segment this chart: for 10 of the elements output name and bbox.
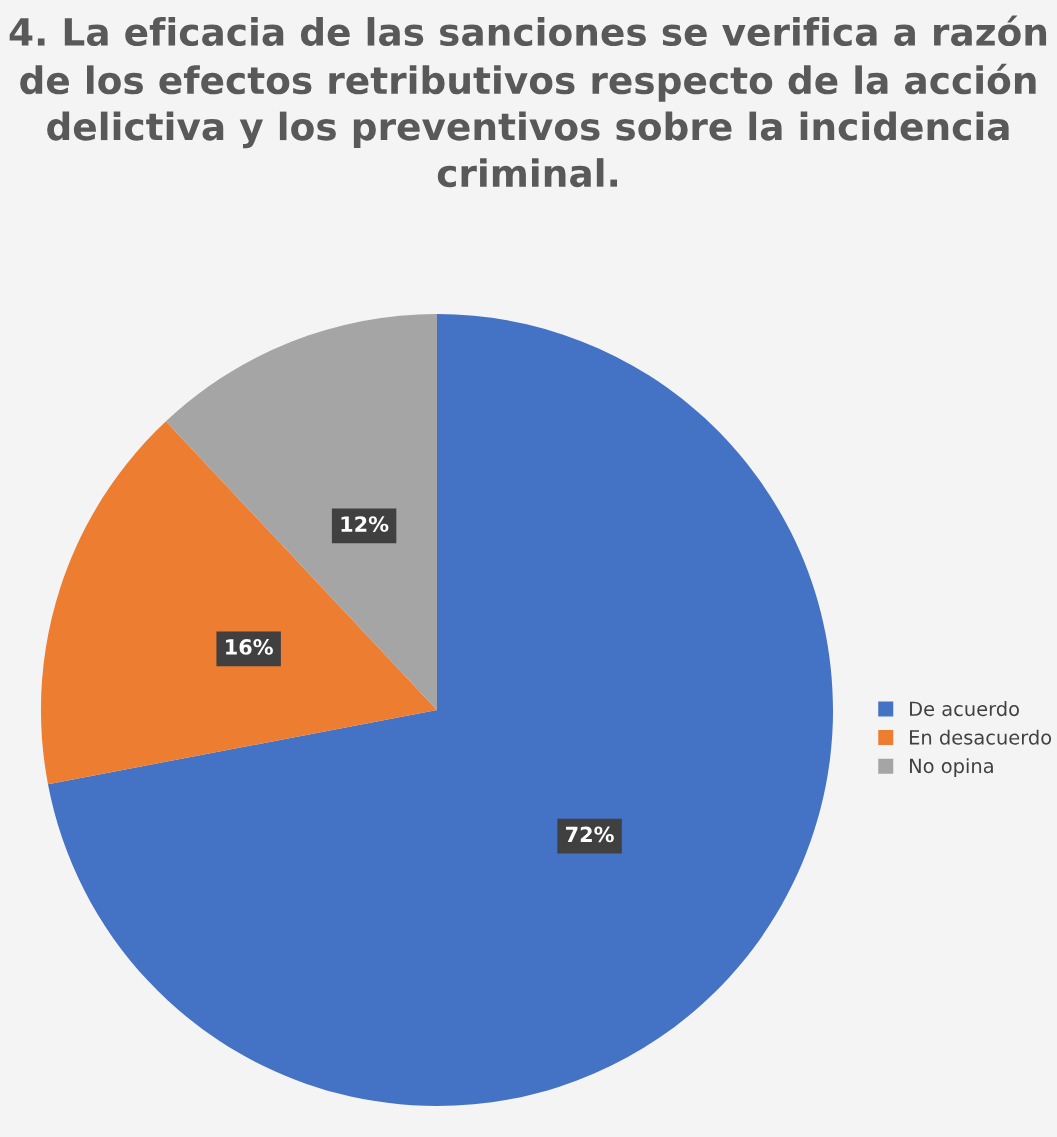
data-label: 12% [341, 516, 389, 532]
data-label: 72% [566, 826, 614, 843]
data-label: 16% [226, 639, 273, 655]
pie-slice [165, 313, 437, 710]
legend-label: No opina [910, 758, 993, 777]
pie-slice [41, 421, 437, 785]
legend-label: De acuerdo [910, 701, 1019, 717]
chart-title: 4. La eficacia de las sanciones se verifica a razón de los efectos retributivos respecto de la acción delictiva y los preventivos sobre la incidencia criminal. [9, 15, 1047, 188]
pie-slice [47, 313, 833, 1106]
legend-label: En desacuerdo [910, 729, 1052, 745]
